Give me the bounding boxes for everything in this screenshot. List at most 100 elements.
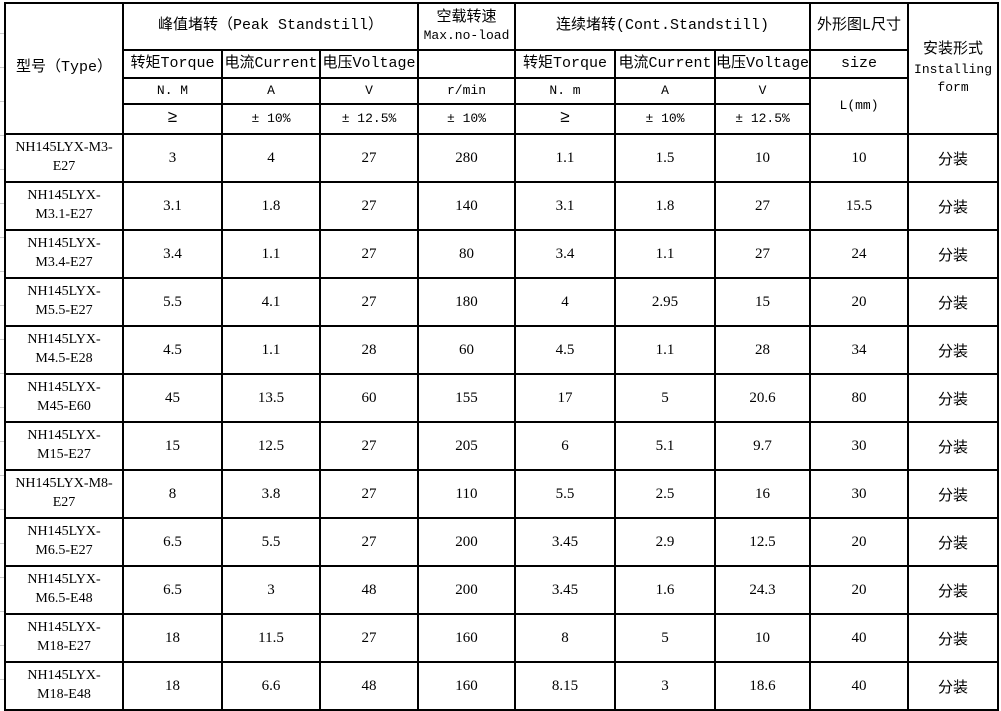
cont-current-cell: 1.1 <box>614 325 717 375</box>
cont-torque-unit: N. m <box>514 77 617 105</box>
model-cell: NH145LYX-M3.4-E27 <box>4 229 124 279</box>
peak-torque-cell: 8 <box>122 469 223 519</box>
noload-speed-cell: 140 <box>417 181 517 231</box>
cont-voltage-cell: 28 <box>714 325 812 375</box>
cont-voltage-header: 电压Voltage <box>714 49 812 79</box>
noload-speed-cell: 180 <box>417 277 517 327</box>
install-cell: 分装 <box>907 277 1000 327</box>
install-cell: 分装 <box>907 421 1000 471</box>
cont-voltage-cell: 27 <box>714 229 812 279</box>
cont-standstill-group-header: 连续堵转(Cont.Standstill) <box>514 2 812 51</box>
motor-spec-table: 型号（Type） 峰值堵转（Peak Standstill） 空载转速 Max.… <box>4 2 1000 711</box>
model-cell: NH145LYX-M6.5-E48 <box>4 565 124 615</box>
header-row-quantities: 转矩Torque 电流Current 电压Voltage 转矩Torque 电流… <box>5 49 998 79</box>
peak-torque-cell: 45 <box>122 373 223 423</box>
peak-torque-cell: 3.1 <box>122 181 223 231</box>
peak-voltage-cell: 27 <box>318 613 420 663</box>
peak-current-cell: 4.1 <box>221 277 321 327</box>
table-row: NH145LYX-M15-E27 15 12.5 27 205 6 5.1 9.… <box>4 421 1000 471</box>
peak-voltage-cell: 60 <box>318 373 420 423</box>
table-row: NH145LYX-M3.4-E27 3.4 1.1 27 80 3.4 1.1 … <box>4 229 1000 279</box>
peak-torque-cell: 6.5 <box>122 565 223 615</box>
peak-current-cell: 1.8 <box>221 181 321 231</box>
table-row: NH145LYX-M18-E27 18 11.5 27 160 8 5 10 4… <box>4 613 1000 663</box>
noload-speed-cell: 80 <box>417 229 517 279</box>
size-cell: 80 <box>809 373 910 423</box>
installing-form-header: 安装形式 Installing form <box>907 2 1000 135</box>
install-cell: 分装 <box>907 613 1000 663</box>
cont-current-cell: 1.5 <box>614 133 717 183</box>
cont-torque-cell: 4.5 <box>514 325 617 375</box>
peak-torque-cell: 3.4 <box>122 229 223 279</box>
cont-torque-cell: 3.45 <box>514 565 617 615</box>
install-cell: 分装 <box>907 565 1000 615</box>
cont-voltage-cell: 16 <box>714 469 812 519</box>
install-cell: 分装 <box>907 373 1000 423</box>
peak-current-cell: 5.5 <box>221 517 321 567</box>
peak-torque-cell: 5.5 <box>122 277 223 327</box>
cont-torque-cell: 3.45 <box>514 517 617 567</box>
noload-speed-cell: 160 <box>417 613 517 663</box>
model-cell: NH145LYX-M8-E27 <box>4 469 124 519</box>
install-cell: 分装 <box>907 181 1000 231</box>
peak-torque-cell: 15 <box>122 421 223 471</box>
cont-current-header: 电流Current <box>614 49 717 79</box>
size-cell: 20 <box>809 517 910 567</box>
peak-voltage-cell: 27 <box>318 421 420 471</box>
table-row: NH145LYX-M18-E48 18 6.6 48 160 8.15 3 18… <box>4 661 1000 711</box>
cont-voltage-cell: 9.7 <box>714 421 812 471</box>
table-row: NH145LYX-M6.5-E48 6.5 3 48 200 3.45 1.6 … <box>4 565 1000 615</box>
table-row: NH145LYX-M45-E60 45 13.5 60 155 17 5 20.… <box>4 373 1000 423</box>
installing-form-header-en2: form <box>937 80 969 96</box>
peak-torque-cell: 18 <box>122 661 223 711</box>
model-cell: NH145LYX-M15-E27 <box>4 421 124 471</box>
peak-torque-cell: 4.5 <box>122 325 223 375</box>
cont-current-cell: 5.1 <box>614 421 717 471</box>
peak-voltage-header: 电压Voltage <box>318 49 420 79</box>
model-cell: NH145LYX-M5.5-E27 <box>4 277 124 327</box>
peak-current-cell: 1.1 <box>221 229 321 279</box>
size-cell: 34 <box>809 325 910 375</box>
length-unit: L(mm) <box>809 77 910 135</box>
cont-voltage-cell: 27 <box>714 181 812 231</box>
peak-voltage-cell: 27 <box>318 181 420 231</box>
noload-speed-cell: 110 <box>417 469 517 519</box>
peak-voltage-cell: 27 <box>318 469 420 519</box>
model-cell: NH145LYX-M3-E27 <box>4 133 124 183</box>
install-cell: 分装 <box>907 469 1000 519</box>
header-row-titles: 型号（Type） 峰值堵转（Peak Standstill） 空载转速 Max.… <box>4 2 1000 135</box>
noload-speed-header-cn: 空载转速 <box>436 9 497 26</box>
size-cell: 30 <box>809 421 910 471</box>
cont-current-tolerance: ± 10% <box>614 103 717 135</box>
cont-current-cell: 5 <box>614 373 717 423</box>
peak-voltage-cell: 27 <box>318 133 420 183</box>
peak-current-header: 电流Current <box>221 49 321 79</box>
cont-torque-cell: 6 <box>514 421 617 471</box>
header-row-tolerances: ≥ ± 10% ± 12.5% ± 10% ≥ ± 10% ± 12.5% <box>5 103 998 135</box>
noload-speed-cell: 155 <box>417 373 517 423</box>
cont-current-unit: A <box>614 77 717 105</box>
cont-voltage-cell: 12.5 <box>714 517 812 567</box>
cont-torque-cell: 3.1 <box>514 181 617 231</box>
cont-torque-header: 转矩Torque <box>514 49 617 79</box>
peak-voltage-cell: 27 <box>318 229 420 279</box>
size-subheader: size <box>809 49 910 79</box>
peak-voltage-cell: 48 <box>318 661 420 711</box>
cont-voltage-cell: 24.3 <box>714 565 812 615</box>
install-cell: 分装 <box>907 133 1000 183</box>
model-cell: NH145LYX-M18-E27 <box>4 613 124 663</box>
size-cell: 40 <box>809 613 910 663</box>
noload-speed-cell: 205 <box>417 421 517 471</box>
cont-voltage-tolerance: ± 12.5% <box>714 103 812 135</box>
peak-voltage-unit: V <box>318 77 420 105</box>
noload-speed-cell: 200 <box>417 565 517 615</box>
cont-current-cell: 5 <box>614 613 717 663</box>
peak-current-cell: 11.5 <box>221 613 321 663</box>
model-cell: NH145LYX-M18-E48 <box>4 661 124 711</box>
cont-torque-cell: 5.5 <box>514 469 617 519</box>
peak-torque-tolerance: ≥ <box>122 103 223 135</box>
table-row: NH145LYX-M4.5-E28 4.5 1.1 28 60 4.5 1.1 … <box>4 325 1000 375</box>
size-column-header: 外形图L尺寸 <box>809 2 910 51</box>
size-cell: 10 <box>809 133 910 183</box>
noload-speed-cell: 200 <box>417 517 517 567</box>
